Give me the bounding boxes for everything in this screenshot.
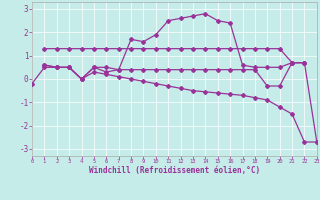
- X-axis label: Windchill (Refroidissement éolien,°C): Windchill (Refroidissement éolien,°C): [89, 166, 260, 175]
